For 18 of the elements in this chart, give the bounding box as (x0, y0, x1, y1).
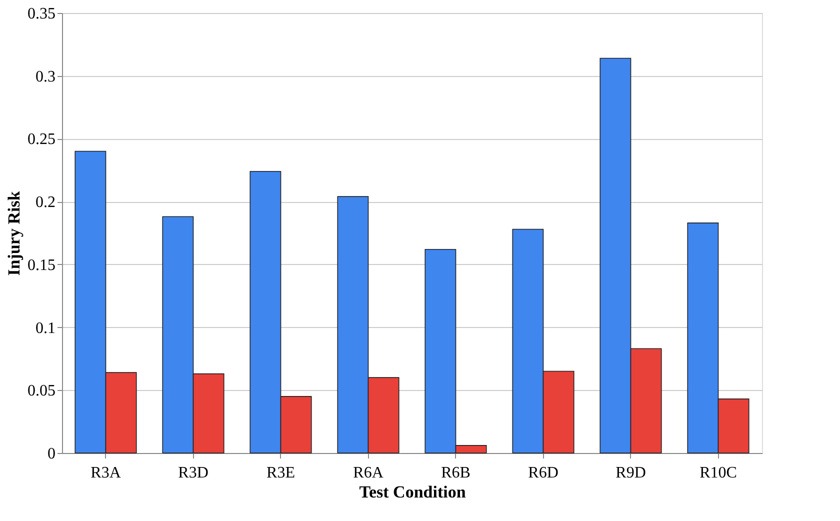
y-tick-label: 0 (48, 446, 56, 462)
x-tick-label: R3A (90, 464, 122, 482)
y-tick-label: 0.05 (28, 382, 56, 400)
y-tick-label: 0.3 (36, 68, 56, 86)
x-tick-label: R6B (441, 464, 470, 482)
x-tick-label: R3D (178, 464, 208, 482)
y-tick-label: 0.15 (28, 256, 56, 274)
y-tick-label: 0.2 (36, 194, 56, 212)
x-tick-label: R9D (616, 464, 646, 482)
x-tick-label: R3E (266, 464, 295, 482)
y-axis-title: Injury Risk (4, 190, 24, 276)
x-tick-label: R10C (700, 464, 737, 482)
x-tick-label: R6A (353, 464, 384, 482)
x-tick-label: R6D (528, 464, 558, 482)
y-tick-label: 0.25 (28, 131, 56, 148)
y-tick-label: 0.35 (28, 6, 56, 22)
x-axis-title: Test Condition (359, 482, 466, 502)
y-tick-label: 0.1 (36, 320, 56, 337)
